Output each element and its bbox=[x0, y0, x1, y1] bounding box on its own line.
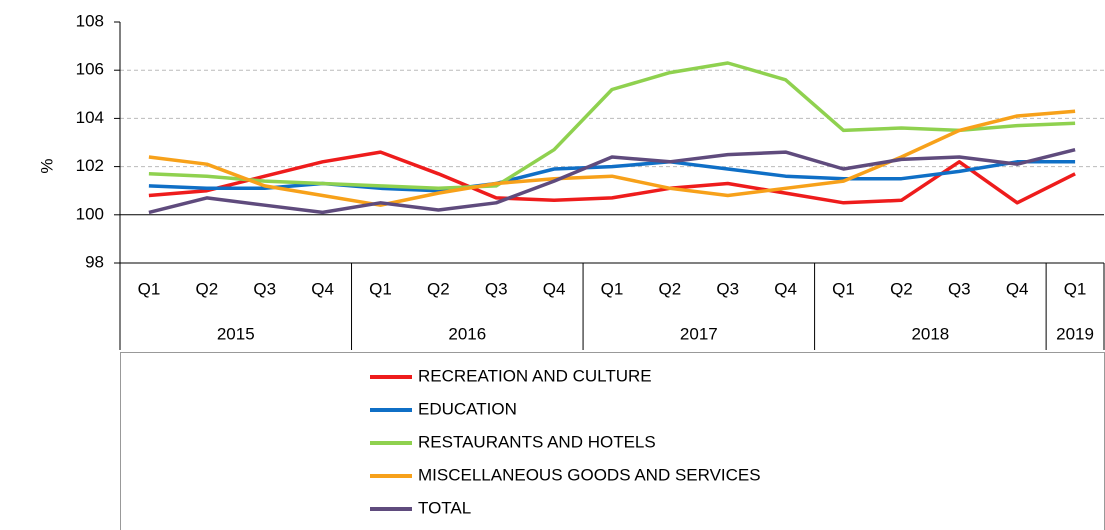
group-label: 2015 bbox=[217, 324, 255, 343]
legend-box bbox=[120, 352, 1105, 530]
series-line bbox=[148, 109, 1076, 207]
y-tick-label: 106 bbox=[76, 60, 104, 79]
series-line bbox=[148, 150, 1076, 205]
x-tick-label: Q1 bbox=[369, 279, 392, 298]
x-tick-label: Q1 bbox=[138, 279, 161, 298]
y-tick-label: 100 bbox=[76, 204, 104, 223]
y-tick-label: 98 bbox=[85, 252, 104, 271]
x-tick-label: Q2 bbox=[427, 279, 450, 298]
legend-label: EDUCATION bbox=[418, 399, 517, 418]
x-tick-label: Q3 bbox=[948, 279, 971, 298]
group-label: 2016 bbox=[448, 324, 486, 343]
series-line bbox=[148, 160, 1076, 193]
x-tick-label: Q3 bbox=[716, 279, 739, 298]
y-tick-label: 102 bbox=[76, 156, 104, 175]
series-line bbox=[148, 148, 1076, 215]
legend-label: MISCELLANEOUS GOODS AND SERVICES bbox=[418, 465, 761, 484]
legend-label: TOTAL bbox=[418, 498, 471, 517]
group-label: 2018 bbox=[911, 324, 949, 343]
x-tick-label: Q3 bbox=[485, 279, 508, 298]
x-tick-label: Q4 bbox=[1006, 279, 1029, 298]
x-tick-label: Q2 bbox=[195, 279, 218, 298]
y-tick-label: 108 bbox=[76, 11, 104, 30]
legend-label: RECREATION AND CULTURE bbox=[418, 366, 652, 385]
group-label: 2017 bbox=[680, 324, 718, 343]
x-tick-label: Q3 bbox=[253, 279, 276, 298]
x-tick-label: Q4 bbox=[543, 279, 566, 298]
x-tick-label: Q4 bbox=[774, 279, 797, 298]
x-tick-label: Q2 bbox=[659, 279, 682, 298]
x-tick-label: Q1 bbox=[601, 279, 624, 298]
legend-label: RESTAURANTS AND HOTELS bbox=[418, 432, 656, 451]
x-tick-label: Q4 bbox=[311, 279, 334, 298]
y-tick-label: 104 bbox=[76, 108, 104, 127]
group-label: 2019 bbox=[1056, 324, 1094, 343]
x-tick-label: Q1 bbox=[832, 279, 855, 298]
x-tick-label: Q2 bbox=[890, 279, 913, 298]
series-line bbox=[148, 61, 1076, 191]
x-tick-label: Q1 bbox=[1064, 279, 1087, 298]
y-axis-label: % bbox=[37, 158, 56, 173]
